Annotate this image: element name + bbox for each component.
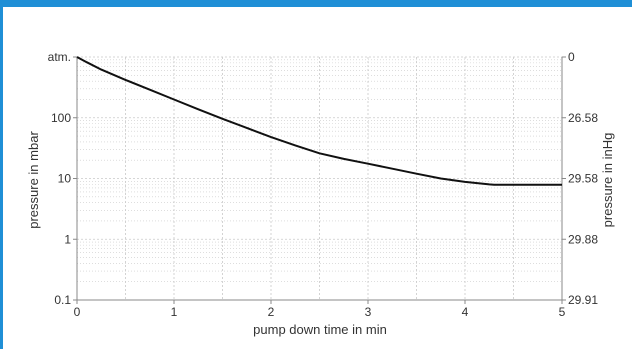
y-right-tick-label: 29.91 [568,293,598,307]
pressure-curve [76,56,562,186]
y-left-tick-label: atm. [48,50,71,64]
x-tick-label: 0 [74,305,81,319]
x-tick-label: 2 [268,305,275,319]
accent-left-bar [0,7,3,349]
y-right-tick-label: 29.58 [568,172,598,186]
accent-top-bar [0,0,632,7]
y-left-tick-label: 0.1 [54,293,71,307]
x-axis-title: pump down time in min [253,322,387,337]
x-tick-label: 1 [171,305,178,319]
x-tick-label: 3 [365,305,372,319]
y-right-tick-label: 29.88 [568,232,598,246]
x-tick-label: 5 [559,305,566,319]
y-left-tick-label: 1 [64,232,71,246]
series-layer [76,56,562,186]
y-axis-left-title: pressure in mbar [26,131,41,229]
x-tick-label: 4 [462,305,469,319]
y-axis-right-title: pressure in inHg [600,133,615,228]
y-left-tick-label: 10 [58,172,72,186]
y-right-tick-label: 0 [568,50,575,64]
y-left-tick-label: 100 [51,111,71,125]
y-right-tick-label: 26.58 [568,111,598,125]
grid-layer [76,56,563,301]
